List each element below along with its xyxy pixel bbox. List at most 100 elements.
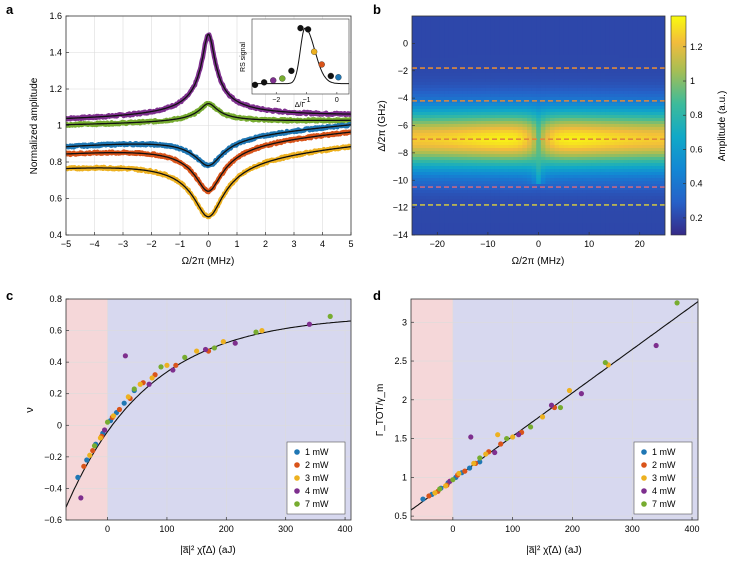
heatmap-cell <box>623 31 629 35</box>
heatmap-cell <box>453 154 459 158</box>
heatmap-cell <box>591 133 597 137</box>
heatmap-cell <box>485 172 491 176</box>
heatmap-cell <box>655 106 661 110</box>
heatmap-cell <box>596 190 602 194</box>
heatmap-cell <box>660 43 665 47</box>
heatmap-cell <box>453 214 459 218</box>
heatmap-cell <box>577 181 583 185</box>
heatmap-cell <box>609 46 615 50</box>
panel-b-ytick-label: −12 <box>393 203 408 213</box>
heatmap-cell <box>600 16 606 20</box>
heatmap-cell <box>651 28 657 32</box>
heatmap-cell <box>476 229 482 233</box>
heatmap-cell <box>430 115 436 119</box>
heatmap-cell <box>637 154 643 158</box>
heatmap-cell <box>471 121 477 125</box>
panel-d-xtick-label: 100 <box>505 524 520 534</box>
heatmap-cell <box>563 55 569 59</box>
heatmap-cell <box>467 118 473 122</box>
heatmap-cell <box>605 208 611 212</box>
heatmap-cell <box>660 34 665 38</box>
heatmap-cell <box>605 43 611 47</box>
heatmap-cell <box>600 40 606 44</box>
heatmap-cell <box>444 139 450 143</box>
heatmap-cell <box>591 202 597 206</box>
heatmap-cell <box>513 175 519 179</box>
heatmap-cell <box>591 184 597 188</box>
heatmap-cell <box>522 85 528 89</box>
heatmap-cell <box>471 199 477 203</box>
panel-d-legend-marker <box>641 488 647 494</box>
heatmap-cell <box>568 82 574 86</box>
heatmap-cell <box>444 16 450 20</box>
heatmap-cell <box>425 133 431 137</box>
heatmap-cell <box>490 64 496 68</box>
heatmap-cell <box>458 22 464 26</box>
heatmap-cell <box>416 100 422 104</box>
heatmap-cell <box>490 118 496 122</box>
heatmap-cell <box>476 181 482 185</box>
heatmap-cell <box>467 220 473 224</box>
heatmap-cell <box>596 139 602 143</box>
heatmap-cell <box>660 58 665 62</box>
heatmap-cell <box>628 211 634 215</box>
heatmap-cell <box>453 64 459 68</box>
heatmap-cell <box>494 109 500 113</box>
heatmap-cell <box>550 229 556 233</box>
heatmap-cell <box>540 142 546 146</box>
heatmap-cell <box>605 40 611 44</box>
heatmap-cell <box>582 217 588 221</box>
heatmap-cell <box>632 40 638 44</box>
heatmap-cell <box>619 214 625 218</box>
heatmap-cell <box>421 103 427 107</box>
heatmap-cell <box>490 211 496 215</box>
heatmap-cell <box>550 94 556 98</box>
heatmap-cell <box>517 115 523 119</box>
heatmap-cell <box>453 58 459 62</box>
heatmap-cell <box>605 148 611 152</box>
heatmap-cell <box>485 34 491 38</box>
heatmap-cell <box>563 172 569 176</box>
heatmap-cell <box>485 187 491 191</box>
heatmap-cell <box>554 169 560 173</box>
heatmap-cell <box>425 211 431 215</box>
heatmap-cell <box>462 163 468 167</box>
heatmap-cell <box>655 223 661 227</box>
heatmap-cell <box>623 160 629 164</box>
heatmap-cell <box>458 214 464 218</box>
heatmap-cell <box>550 184 556 188</box>
heatmap-cell <box>655 133 661 137</box>
heatmap-cell <box>531 220 537 224</box>
heatmap-cell <box>646 190 652 194</box>
heatmap-cell <box>504 211 510 215</box>
heatmap-cell <box>439 220 445 224</box>
heatmap-cell <box>430 154 436 158</box>
heatmap-cell <box>573 43 579 47</box>
heatmap-cell <box>494 178 500 182</box>
heatmap-cell <box>453 121 459 125</box>
heatmap-cell <box>504 172 510 176</box>
heatmap-cell <box>439 223 445 227</box>
heatmap-cell <box>481 43 487 47</box>
heatmap-cell <box>508 181 514 185</box>
heatmap-cell <box>471 184 477 188</box>
heatmap-cell <box>568 127 574 131</box>
heatmap-cell <box>494 205 500 209</box>
heatmap-cell <box>637 133 643 137</box>
heatmap-cell <box>494 154 500 158</box>
heatmap-cell <box>522 46 528 50</box>
heatmap-cell <box>412 76 418 80</box>
heatmap-cell <box>527 31 533 35</box>
heatmap-cell <box>490 19 496 23</box>
heatmap-cell <box>655 172 661 176</box>
heatmap-cell <box>522 37 528 41</box>
heatmap-cell <box>577 85 583 89</box>
heatmap-cell <box>586 121 592 125</box>
heatmap-cell <box>467 22 473 26</box>
heatmap-cell <box>504 22 510 26</box>
heatmap-cell <box>416 172 422 176</box>
heatmap-cell <box>481 88 487 92</box>
heatmap-cell <box>467 190 473 194</box>
heatmap-cell <box>412 190 418 194</box>
heatmap-cell <box>623 217 629 221</box>
